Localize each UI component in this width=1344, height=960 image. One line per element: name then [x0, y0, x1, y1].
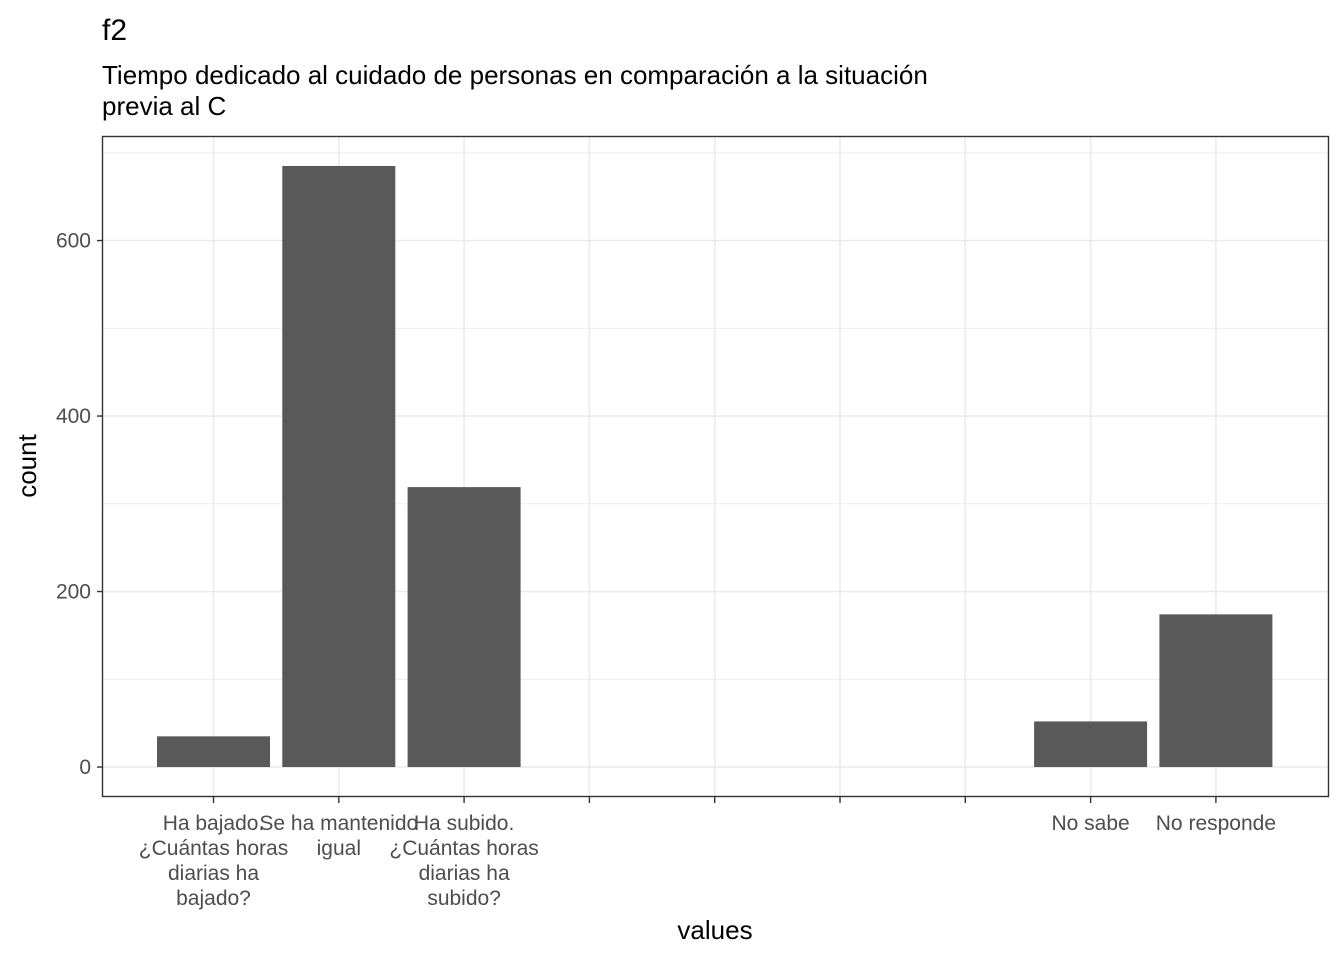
chart-subtitle-line: previa al C	[102, 91, 226, 121]
x-tick-label: Ha subido. ¿Cuántas horas diarias ha subido…	[389, 812, 538, 910]
y-axis-title: count	[12, 433, 42, 497]
x-tick-label-line: subido?	[427, 887, 501, 910]
y-tick-label: 200	[56, 581, 91, 604]
x-tick-label-line: Se ha mantenido	[259, 812, 418, 835]
x-tick-label-line: ¿Cuántas horas	[139, 837, 288, 860]
panel-border	[101, 135, 1330, 798]
bar	[157, 736, 270, 768]
x-tick-label-line: ¿Cuántas horas	[389, 837, 538, 860]
chart-title: f2	[102, 14, 127, 47]
x-tick-label-line: No responde	[1156, 812, 1276, 835]
x-tick-label-line: igual	[317, 837, 361, 860]
x-axis-title: values	[677, 915, 752, 945]
bar	[1034, 721, 1148, 768]
y-tick-label: 0	[79, 756, 91, 779]
x-tick-label: Se ha mantenido igual	[259, 812, 418, 860]
bar	[1159, 614, 1273, 768]
chart-subtitle-line: Tiempo dedicado al cuidado de personas e…	[102, 60, 928, 90]
x-tick-label: No responde	[1156, 812, 1276, 835]
x-tick-label-line: No sabe	[1051, 812, 1129, 835]
chart-subtitle: Tiempo dedicado al cuidado de personas e…	[102, 60, 928, 121]
x-tick-label-line: diarias ha	[419, 862, 510, 885]
x-tick-label-line: Ha bajado.	[163, 812, 265, 835]
x-tick-label-line: diarias ha	[168, 862, 259, 885]
x-tick-label-line: Ha subido.	[414, 812, 514, 835]
x-tick-label: No sabe	[1051, 812, 1129, 835]
y-tick-label: 600	[56, 230, 91, 253]
y-axis: 0 200 400 600	[56, 230, 103, 779]
bars	[157, 165, 1273, 768]
x-tick-label: Ha bajado. ¿Cuántas horas diarias ha bajado…	[139, 812, 288, 910]
x-axis: Ha bajado. ¿Cuántas horas diarias ha bajado…	[139, 796, 1276, 910]
bar	[282, 165, 396, 768]
bar	[407, 487, 521, 768]
y-tick-label: 400	[56, 405, 91, 428]
x-tick-label-line: bajado?	[176, 887, 251, 910]
